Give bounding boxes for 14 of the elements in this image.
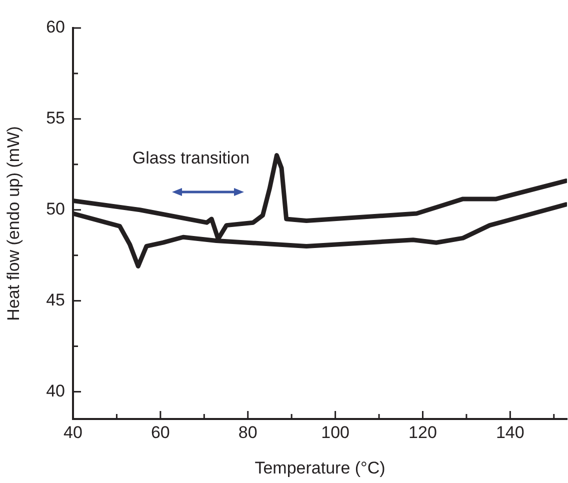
y-tick-label: 45 xyxy=(46,290,65,310)
x-axis-title: Temperature (°C) xyxy=(254,458,386,478)
x-tick-label: 120 xyxy=(408,422,437,442)
x-tick-label: 80 xyxy=(238,422,258,442)
y-axis-title: Heat flow (endo up) (mW) xyxy=(4,126,23,321)
y-tick-label: 60 xyxy=(46,18,65,37)
x-tick-label: 40 xyxy=(64,422,82,442)
x-tick-label: 60 xyxy=(150,422,170,442)
x-tick-label: 140 xyxy=(496,422,524,442)
y-tick-label: 50 xyxy=(46,200,65,219)
annotation: Glass transition xyxy=(132,148,250,168)
x-tick-label: 100 xyxy=(321,422,350,442)
y-tick-label: 40 xyxy=(46,381,65,400)
y-tick-label: 55 xyxy=(46,108,65,128)
